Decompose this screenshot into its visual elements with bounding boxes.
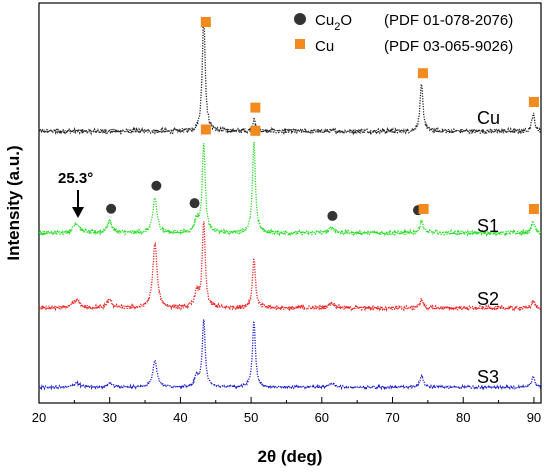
legend-ref-cu: (PDF 03-065-9026)	[384, 38, 513, 55]
x-tick-label-50: 50	[244, 410, 258, 425]
legend-square-marker	[295, 39, 305, 49]
x-axis-title: 2θ (deg)	[258, 447, 323, 466]
series-s2	[39, 221, 541, 313]
series-label-s2: S2	[477, 289, 499, 309]
legend-label-cu: Cu	[315, 38, 334, 55]
cu-marker	[417, 68, 428, 79]
series-label-cu: Cu	[477, 108, 500, 128]
series-s1	[39, 141, 541, 238]
series-label-s1: S1	[477, 216, 499, 236]
cu2o-marker	[327, 210, 338, 221]
series-s3	[39, 319, 541, 391]
annotation-label: 25.3°	[58, 170, 93, 187]
plot-frame	[38, 2, 542, 404]
x-tick-label-20: 20	[32, 410, 46, 425]
series-cu	[39, 18, 541, 136]
legend-cu2o-sub: 2	[334, 21, 340, 33]
cu-marker	[418, 203, 429, 214]
x-tick-label-80: 80	[456, 410, 470, 425]
legend-circle-marker	[294, 13, 306, 25]
legend-ref-cu2o: (PDF 01-078-2076)	[384, 12, 513, 29]
x-tick-label-90: 90	[527, 410, 541, 425]
cu-marker	[528, 203, 539, 214]
cu-marker	[250, 125, 261, 136]
phase-markers	[106, 17, 539, 221]
legend: Cu2O (PDF 01-078-2076) Cu (PDF 03-065-90…	[294, 12, 513, 55]
peak-annotation: 25.3°	[58, 170, 93, 218]
y-axis-title: Intensity (a.u.)	[4, 145, 23, 260]
legend-cu2o-main: Cu	[315, 12, 334, 29]
plot-area	[39, 18, 541, 391]
cu2o-marker	[106, 203, 117, 214]
x-tick-label-60: 60	[315, 410, 329, 425]
x-axis: 20 30 40 50 60 70 80 90	[32, 397, 541, 425]
legend-cu2o-tail: O	[340, 12, 352, 29]
cu-marker	[200, 124, 211, 135]
series-line-cu	[39, 18, 541, 136]
cu2o-marker	[151, 180, 162, 191]
series-line-s2	[39, 221, 541, 313]
series-label-s3: S3	[477, 367, 499, 387]
x-tick-label-30: 30	[102, 410, 116, 425]
cu2o-marker	[189, 198, 200, 209]
cu-marker	[200, 17, 211, 27]
x-tick-label-70: 70	[385, 410, 399, 425]
series-labels: Cu S1 S2 S3	[477, 108, 500, 387]
series-line-s1	[39, 141, 541, 238]
legend-label-cu2o: Cu2O	[315, 12, 352, 33]
cu-marker	[528, 96, 539, 107]
series-line-s3	[39, 319, 541, 391]
x-tick-label-40: 40	[173, 410, 187, 425]
cu-marker	[250, 102, 261, 113]
annotation-arrow-head	[72, 207, 84, 218]
